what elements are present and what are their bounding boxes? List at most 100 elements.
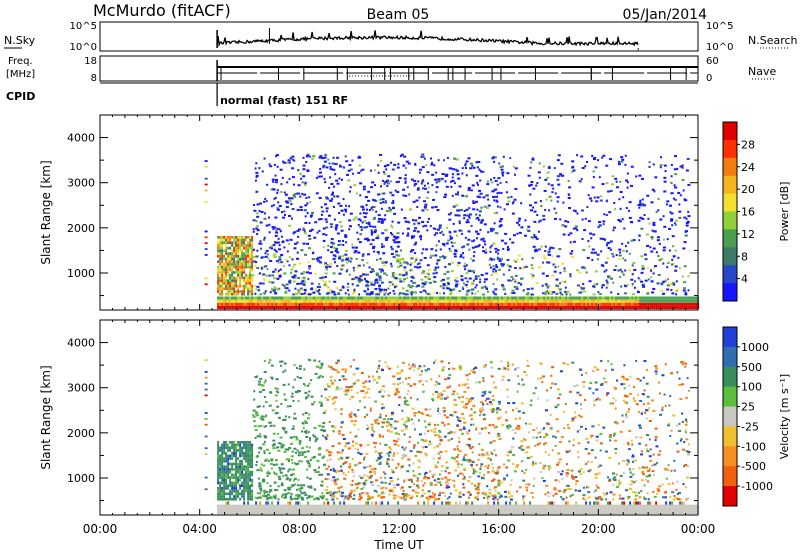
velocity-cell: [516, 390, 519, 393]
power-cell: [519, 267, 522, 270]
velocity-ground-cell: [417, 507, 420, 511]
velocity-ground-cell: [427, 507, 430, 511]
power-ground-cell: [357, 305, 360, 310]
power-cell: [512, 234, 516, 237]
velocity-ground-cell: [483, 510, 486, 515]
power-cell: [219, 292, 222, 296]
velocity-ground-cell: [581, 504, 584, 508]
power-cell: [371, 181, 375, 184]
power-cell: [328, 186, 331, 189]
power-cell: [229, 268, 232, 272]
velocity-ground-cell: [553, 501, 556, 505]
power-ground-cell: [233, 296, 236, 300]
power-ground-cell: [475, 302, 478, 306]
power-cell: [495, 250, 498, 253]
power-cell: [458, 220, 461, 223]
power-cell: [333, 218, 336, 221]
power-cell: [524, 219, 527, 222]
power-cell: [539, 219, 543, 222]
power-ground-cell: [427, 305, 430, 310]
velocity-ground-cell: [639, 507, 642, 511]
power-cell: [389, 291, 392, 294]
velocity-cell: [643, 496, 646, 499]
power-ground-cell: [693, 296, 696, 300]
power-cell: [225, 292, 228, 296]
velocity-ground-cell: [299, 504, 302, 508]
velocity-ground-cell: [535, 507, 538, 511]
power-cell: [290, 268, 294, 271]
power-cell: [284, 287, 288, 290]
velocity-ground-cell: [679, 507, 682, 511]
power-ground-cell: [465, 305, 468, 310]
power-cell: [443, 244, 446, 247]
power-cell: [373, 216, 376, 219]
power-cell: [403, 217, 407, 220]
power-colorbar-tick-label: 8: [741, 250, 748, 263]
velocity-ground-cell: [381, 501, 384, 505]
power-cell: [355, 246, 359, 249]
power-cell: [436, 259, 440, 262]
velocity-cell: [491, 479, 495, 482]
power-ground-cell: [261, 302, 264, 306]
velocity-ground-cell: [335, 504, 338, 508]
power-cell: [380, 185, 383, 188]
power-ground-cell: [585, 302, 588, 306]
power-cell: [530, 287, 534, 290]
power-cell: [525, 265, 528, 268]
power-cell: [581, 287, 585, 290]
velocity-ground-cell: [685, 504, 688, 508]
power-cell: [338, 212, 341, 215]
velocity-ground-cell: [375, 504, 378, 508]
power-cell: [362, 185, 366, 188]
velocity-ground-cell: [449, 510, 452, 515]
power-cell: [239, 235, 242, 239]
power-cell: [266, 268, 269, 271]
power-cell: [379, 257, 382, 260]
power-cell: [320, 206, 323, 209]
power-cell: [247, 279, 250, 283]
power-cell: [379, 274, 382, 277]
velocity-cell: [245, 465, 248, 469]
velocity-cell: [381, 406, 385, 409]
power-cell: [258, 293, 261, 296]
power-cell: [344, 292, 347, 295]
velocity-ground-cell: [475, 510, 478, 515]
velocity-cell: [233, 449, 236, 452]
velocity-ground-cell: [537, 510, 540, 515]
power-ground-cell: [335, 302, 338, 306]
velocity-ground-cell: [633, 504, 636, 508]
power-cell: [223, 265, 226, 269]
velocity-ground-cell: [467, 507, 470, 511]
power-cell: [435, 249, 438, 252]
power-cell: [388, 284, 391, 287]
power-cell: [221, 260, 224, 264]
power-cell: [323, 203, 327, 206]
power-cell: [377, 171, 380, 174]
power-cell: [366, 239, 369, 242]
power-cell: [664, 170, 667, 173]
power-ground-cell: [401, 296, 404, 300]
velocity-ground-cell: [635, 504, 638, 508]
power-cell: [479, 179, 482, 182]
power-cell: [303, 279, 306, 282]
velocity-ground-cell: [567, 507, 570, 511]
power-cell: [277, 261, 280, 264]
velocity-ground-cell: [557, 507, 560, 511]
power-cell: [498, 220, 502, 223]
power-cell: [398, 258, 402, 261]
velocity-ground-cell: [343, 510, 346, 515]
power-cell: [247, 246, 250, 250]
power-cell: [259, 202, 263, 205]
velocity-ground-cell: [573, 507, 576, 511]
power-cell: [465, 208, 469, 211]
power-cell: [288, 264, 291, 267]
velocity-cell: [243, 497, 246, 501]
velocity-ground-cell: [229, 507, 232, 511]
power-cell: [554, 263, 557, 266]
power-cell: [378, 287, 382, 290]
power-cell: [430, 248, 434, 251]
power-cell: [474, 200, 478, 203]
power-ground-cell: [499, 296, 502, 300]
power-ground-cell: [661, 302, 664, 306]
velocity-ground-cell: [339, 501, 342, 505]
